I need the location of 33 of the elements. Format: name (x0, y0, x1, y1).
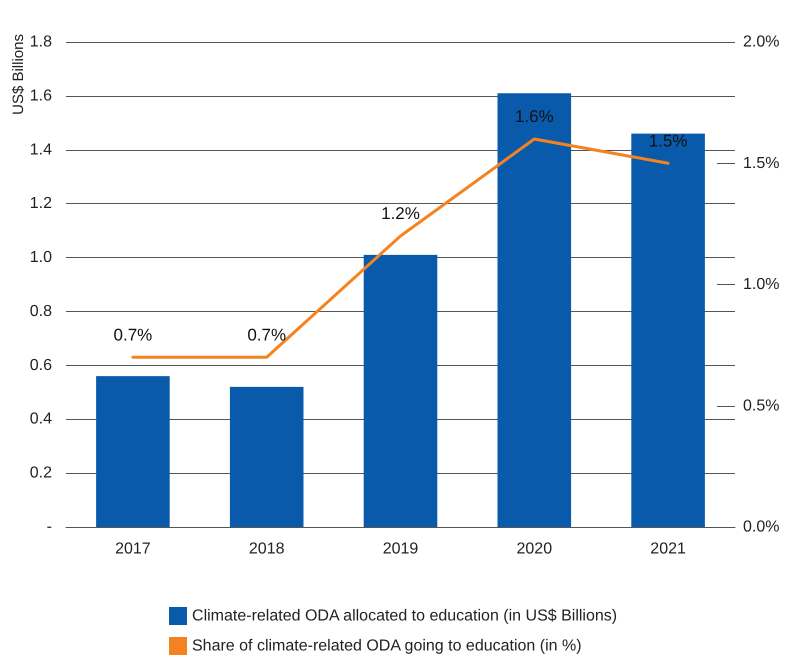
x-tick-label: 2020 (516, 540, 552, 558)
data-label: 1.2% (381, 204, 420, 223)
y-tick-label: 1.4 (30, 141, 52, 158)
y-tick-label: - (46, 518, 52, 536)
legend-label: Share of climate-related ODA going to education (in %) (192, 638, 582, 654)
y2-tick-label: 0.5% (743, 397, 780, 414)
y-tick-label: 1.0 (30, 249, 52, 266)
data-label: 0.7% (247, 325, 286, 344)
y2-tick-label: 1.5% (743, 154, 780, 172)
bar (631, 134, 705, 527)
y-tick-label: 1.8 (30, 34, 52, 50)
x-tick-label: 2018 (248, 540, 285, 558)
x-tick-label: 2019 (382, 540, 418, 558)
x-tick-label: 2017 (115, 540, 151, 558)
data-label: 1.6% (514, 107, 554, 126)
bar (230, 386, 304, 527)
y-axis-title: US$ Billions (10, 34, 27, 115)
y-tick-label: 0.8 (30, 302, 52, 320)
y-tick-label: 0.6 (30, 356, 52, 374)
y-tick-label: 1.6 (30, 87, 52, 104)
legend-label: Climate-related ODA allocated to education (in US$ Billions) (192, 608, 618, 624)
data-label: 0.7% (114, 325, 152, 344)
y-tick-label: 0.2 (30, 464, 52, 482)
y-tick-label: 1.2 (30, 195, 52, 212)
x-tick-label: 2021 (650, 540, 686, 558)
bar (498, 93, 572, 527)
y2-tick-label: 0.0% (743, 518, 780, 536)
bar (364, 254, 438, 527)
y2-tick-label: 1.0% (743, 276, 780, 293)
data-label: 1.5% (648, 131, 688, 150)
y2-tick-label: 2.0% (743, 34, 780, 50)
y-tick-label: 0.4 (30, 410, 52, 428)
bar (96, 376, 170, 527)
